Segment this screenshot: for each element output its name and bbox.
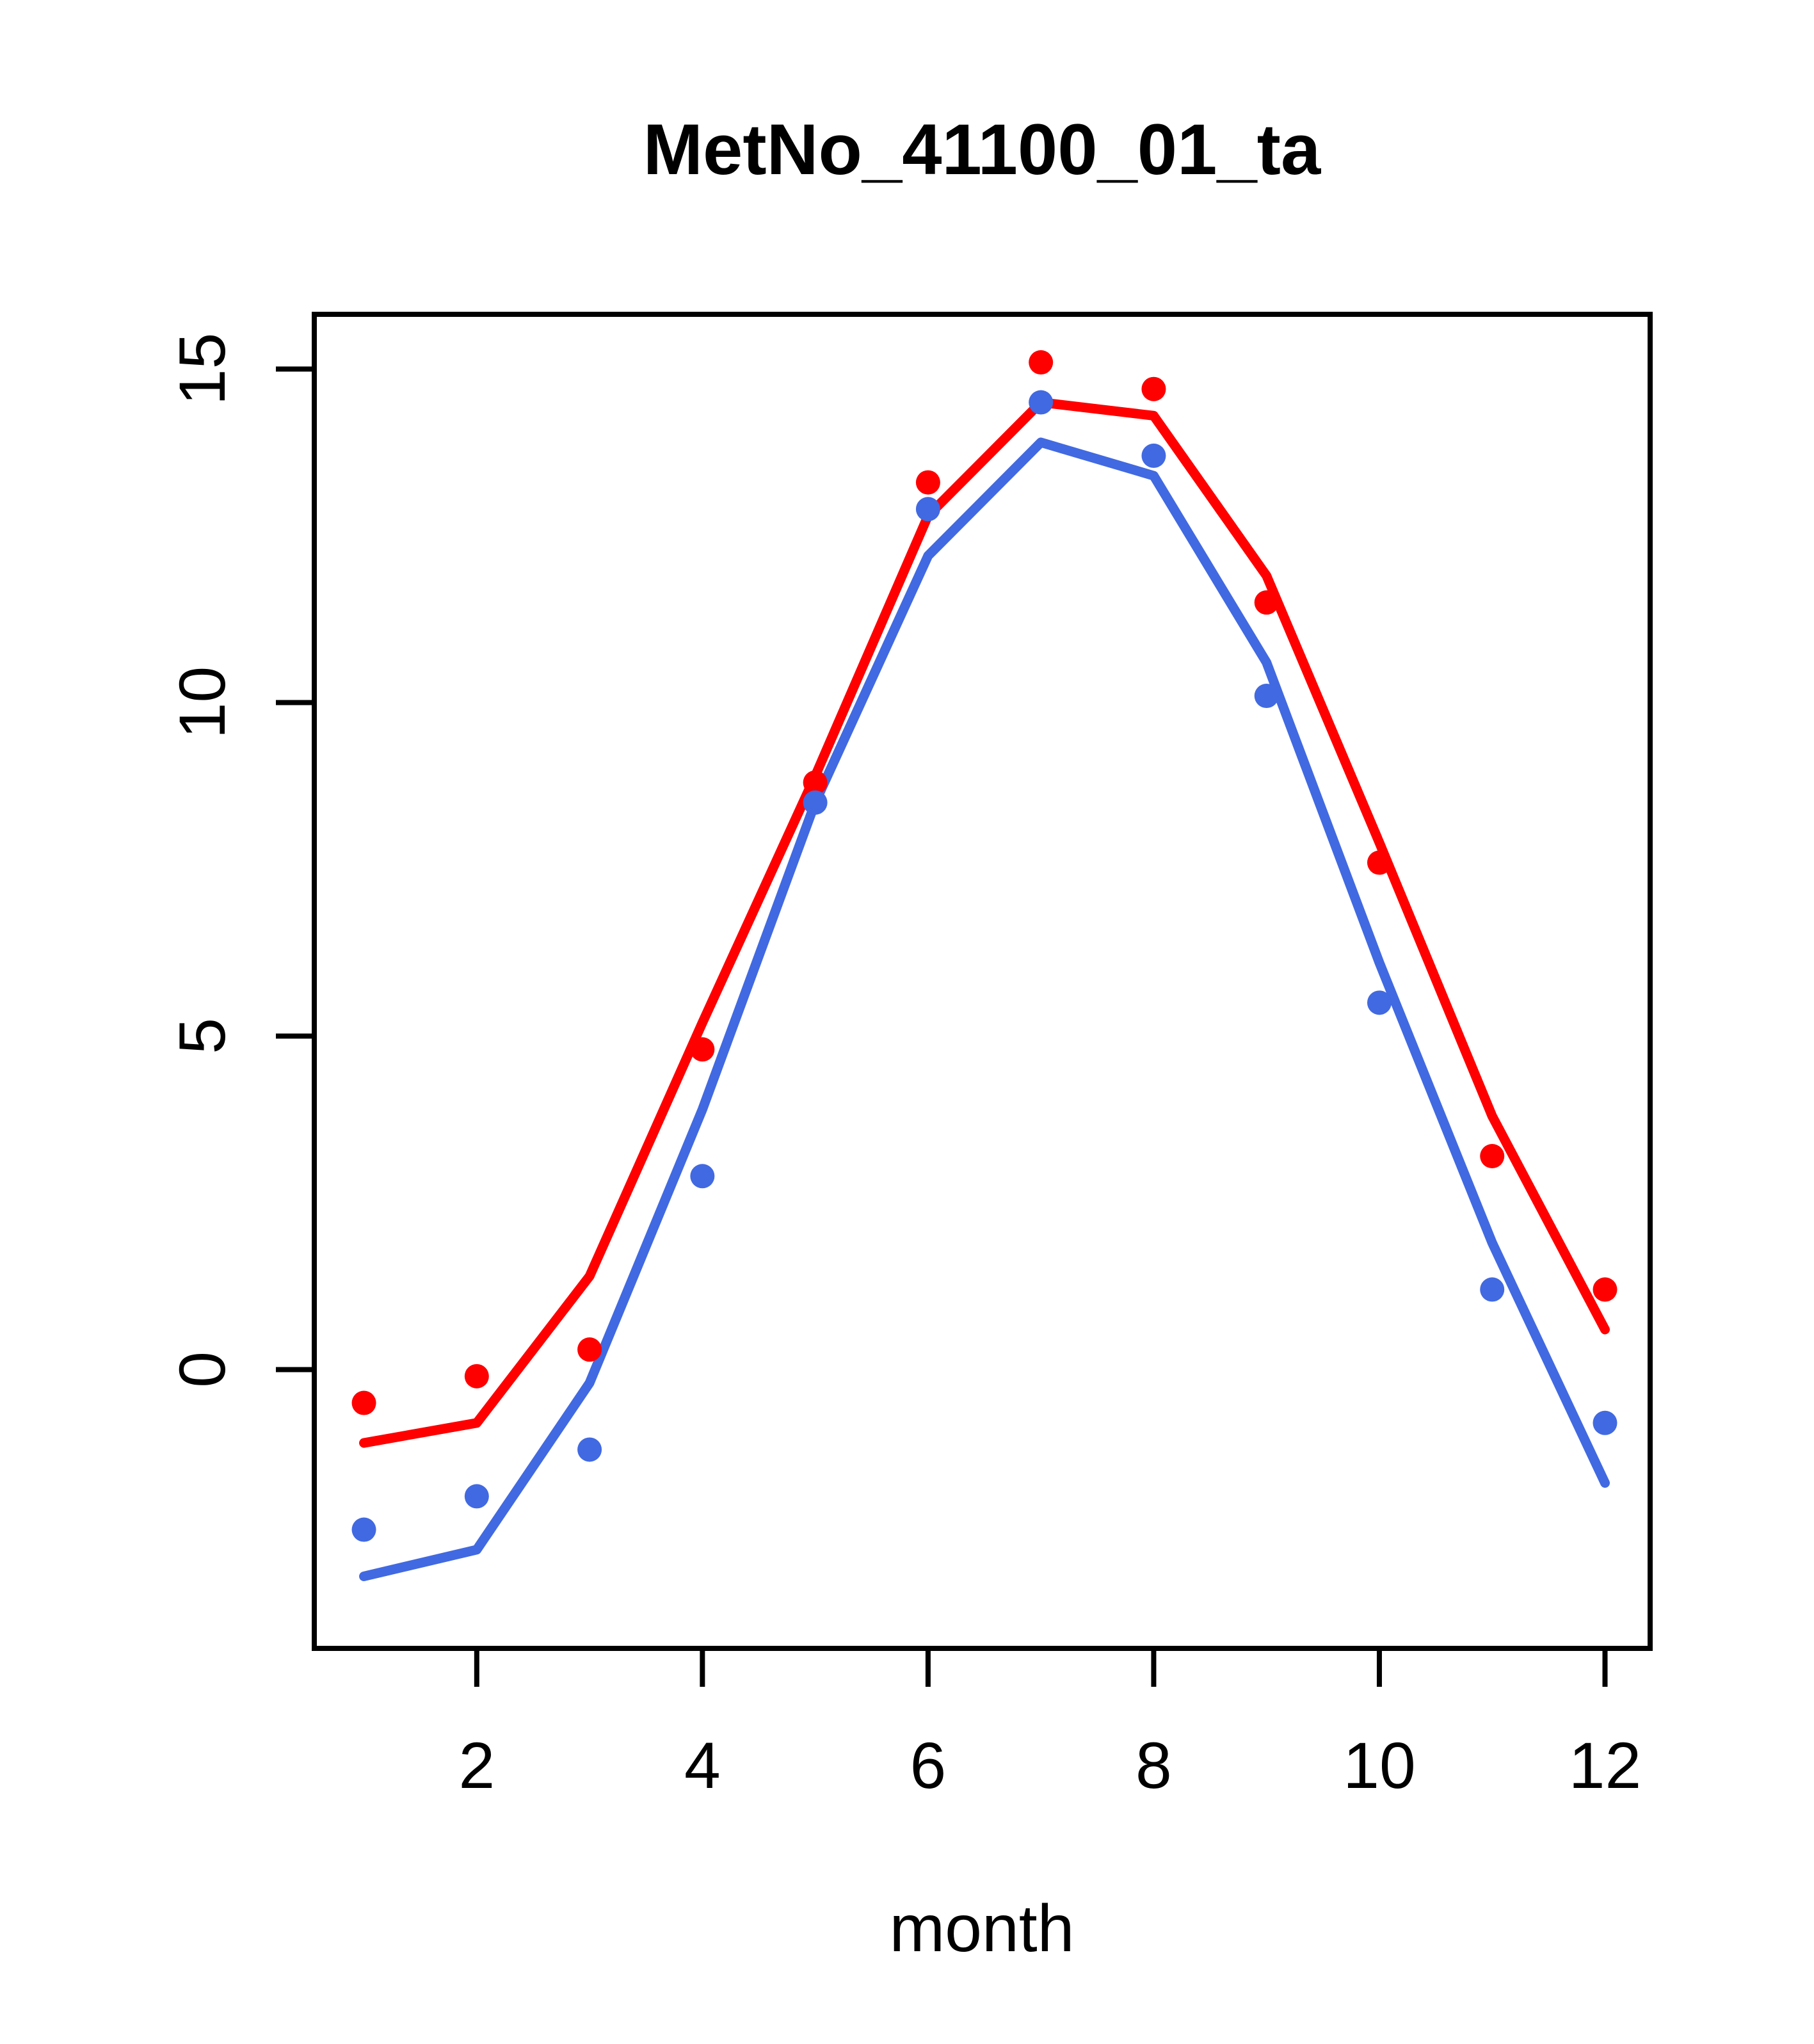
x-axis-tick-labels: 2 4 6 8 10 12 bbox=[458, 1729, 1641, 1802]
plot-border bbox=[312, 312, 1653, 1651]
blue-points-m3 bbox=[577, 1437, 602, 1462]
blue-points-m1 bbox=[351, 1517, 376, 1542]
red-points-m10 bbox=[1367, 850, 1392, 875]
x-tick-label-6: 6 bbox=[910, 1729, 947, 1802]
blue-points-m5 bbox=[803, 790, 828, 815]
red-line bbox=[359, 398, 1610, 1448]
x-tick-label-12: 12 bbox=[1569, 1729, 1641, 1802]
y-tick-label-10: 10 bbox=[166, 666, 239, 739]
x-tick-label-10: 10 bbox=[1343, 1729, 1415, 1802]
red-points-m5 bbox=[803, 770, 828, 795]
blue-points-m9 bbox=[1254, 684, 1279, 709]
blue-points-m4 bbox=[690, 1164, 715, 1189]
blue-points-m6 bbox=[915, 497, 940, 522]
y-tick-label-15: 15 bbox=[166, 333, 239, 405]
chart-title: MetNo_41100_01_ta bbox=[643, 109, 1321, 189]
red-points-m12 bbox=[1593, 1277, 1617, 1302]
blue-line bbox=[359, 437, 1610, 1581]
y-axis-ticks bbox=[276, 366, 314, 1372]
x-tick-label-8: 8 bbox=[1136, 1729, 1172, 1802]
blue-points-m12 bbox=[1593, 1410, 1617, 1435]
red-points-m3 bbox=[577, 1337, 602, 1362]
red-points-m2 bbox=[464, 1364, 489, 1388]
y-tick-label-0: 0 bbox=[166, 1351, 239, 1388]
blue-points-m8 bbox=[1141, 443, 1166, 468]
y-tick-label-5: 5 bbox=[166, 1018, 239, 1054]
blue-points-m11 bbox=[1480, 1277, 1505, 1302]
blue-points-m7 bbox=[1029, 390, 1054, 415]
data-lines bbox=[359, 398, 1610, 1581]
red-points-m7 bbox=[1029, 350, 1054, 375]
data-points bbox=[351, 350, 1617, 1542]
x-tick-label-2: 2 bbox=[458, 1729, 495, 1802]
red-points-m6 bbox=[915, 470, 940, 495]
red-points-m1 bbox=[351, 1390, 376, 1415]
red-points-m4 bbox=[690, 1037, 715, 1062]
y-axis-tick-labels: 0 5 10 15 bbox=[166, 333, 239, 1388]
red-points-m8 bbox=[1141, 376, 1166, 401]
blue-points-m10 bbox=[1367, 990, 1392, 1015]
x-tick-label-4: 4 bbox=[684, 1729, 721, 1802]
x-axis-label: month bbox=[889, 1892, 1074, 1966]
blue-points bbox=[351, 390, 1617, 1542]
blue-points-m2 bbox=[464, 1484, 489, 1509]
red-points-m9 bbox=[1254, 590, 1279, 615]
red-points bbox=[351, 350, 1617, 1415]
x-axis-ticks bbox=[474, 1648, 1608, 1687]
red-points-m11 bbox=[1480, 1144, 1505, 1169]
